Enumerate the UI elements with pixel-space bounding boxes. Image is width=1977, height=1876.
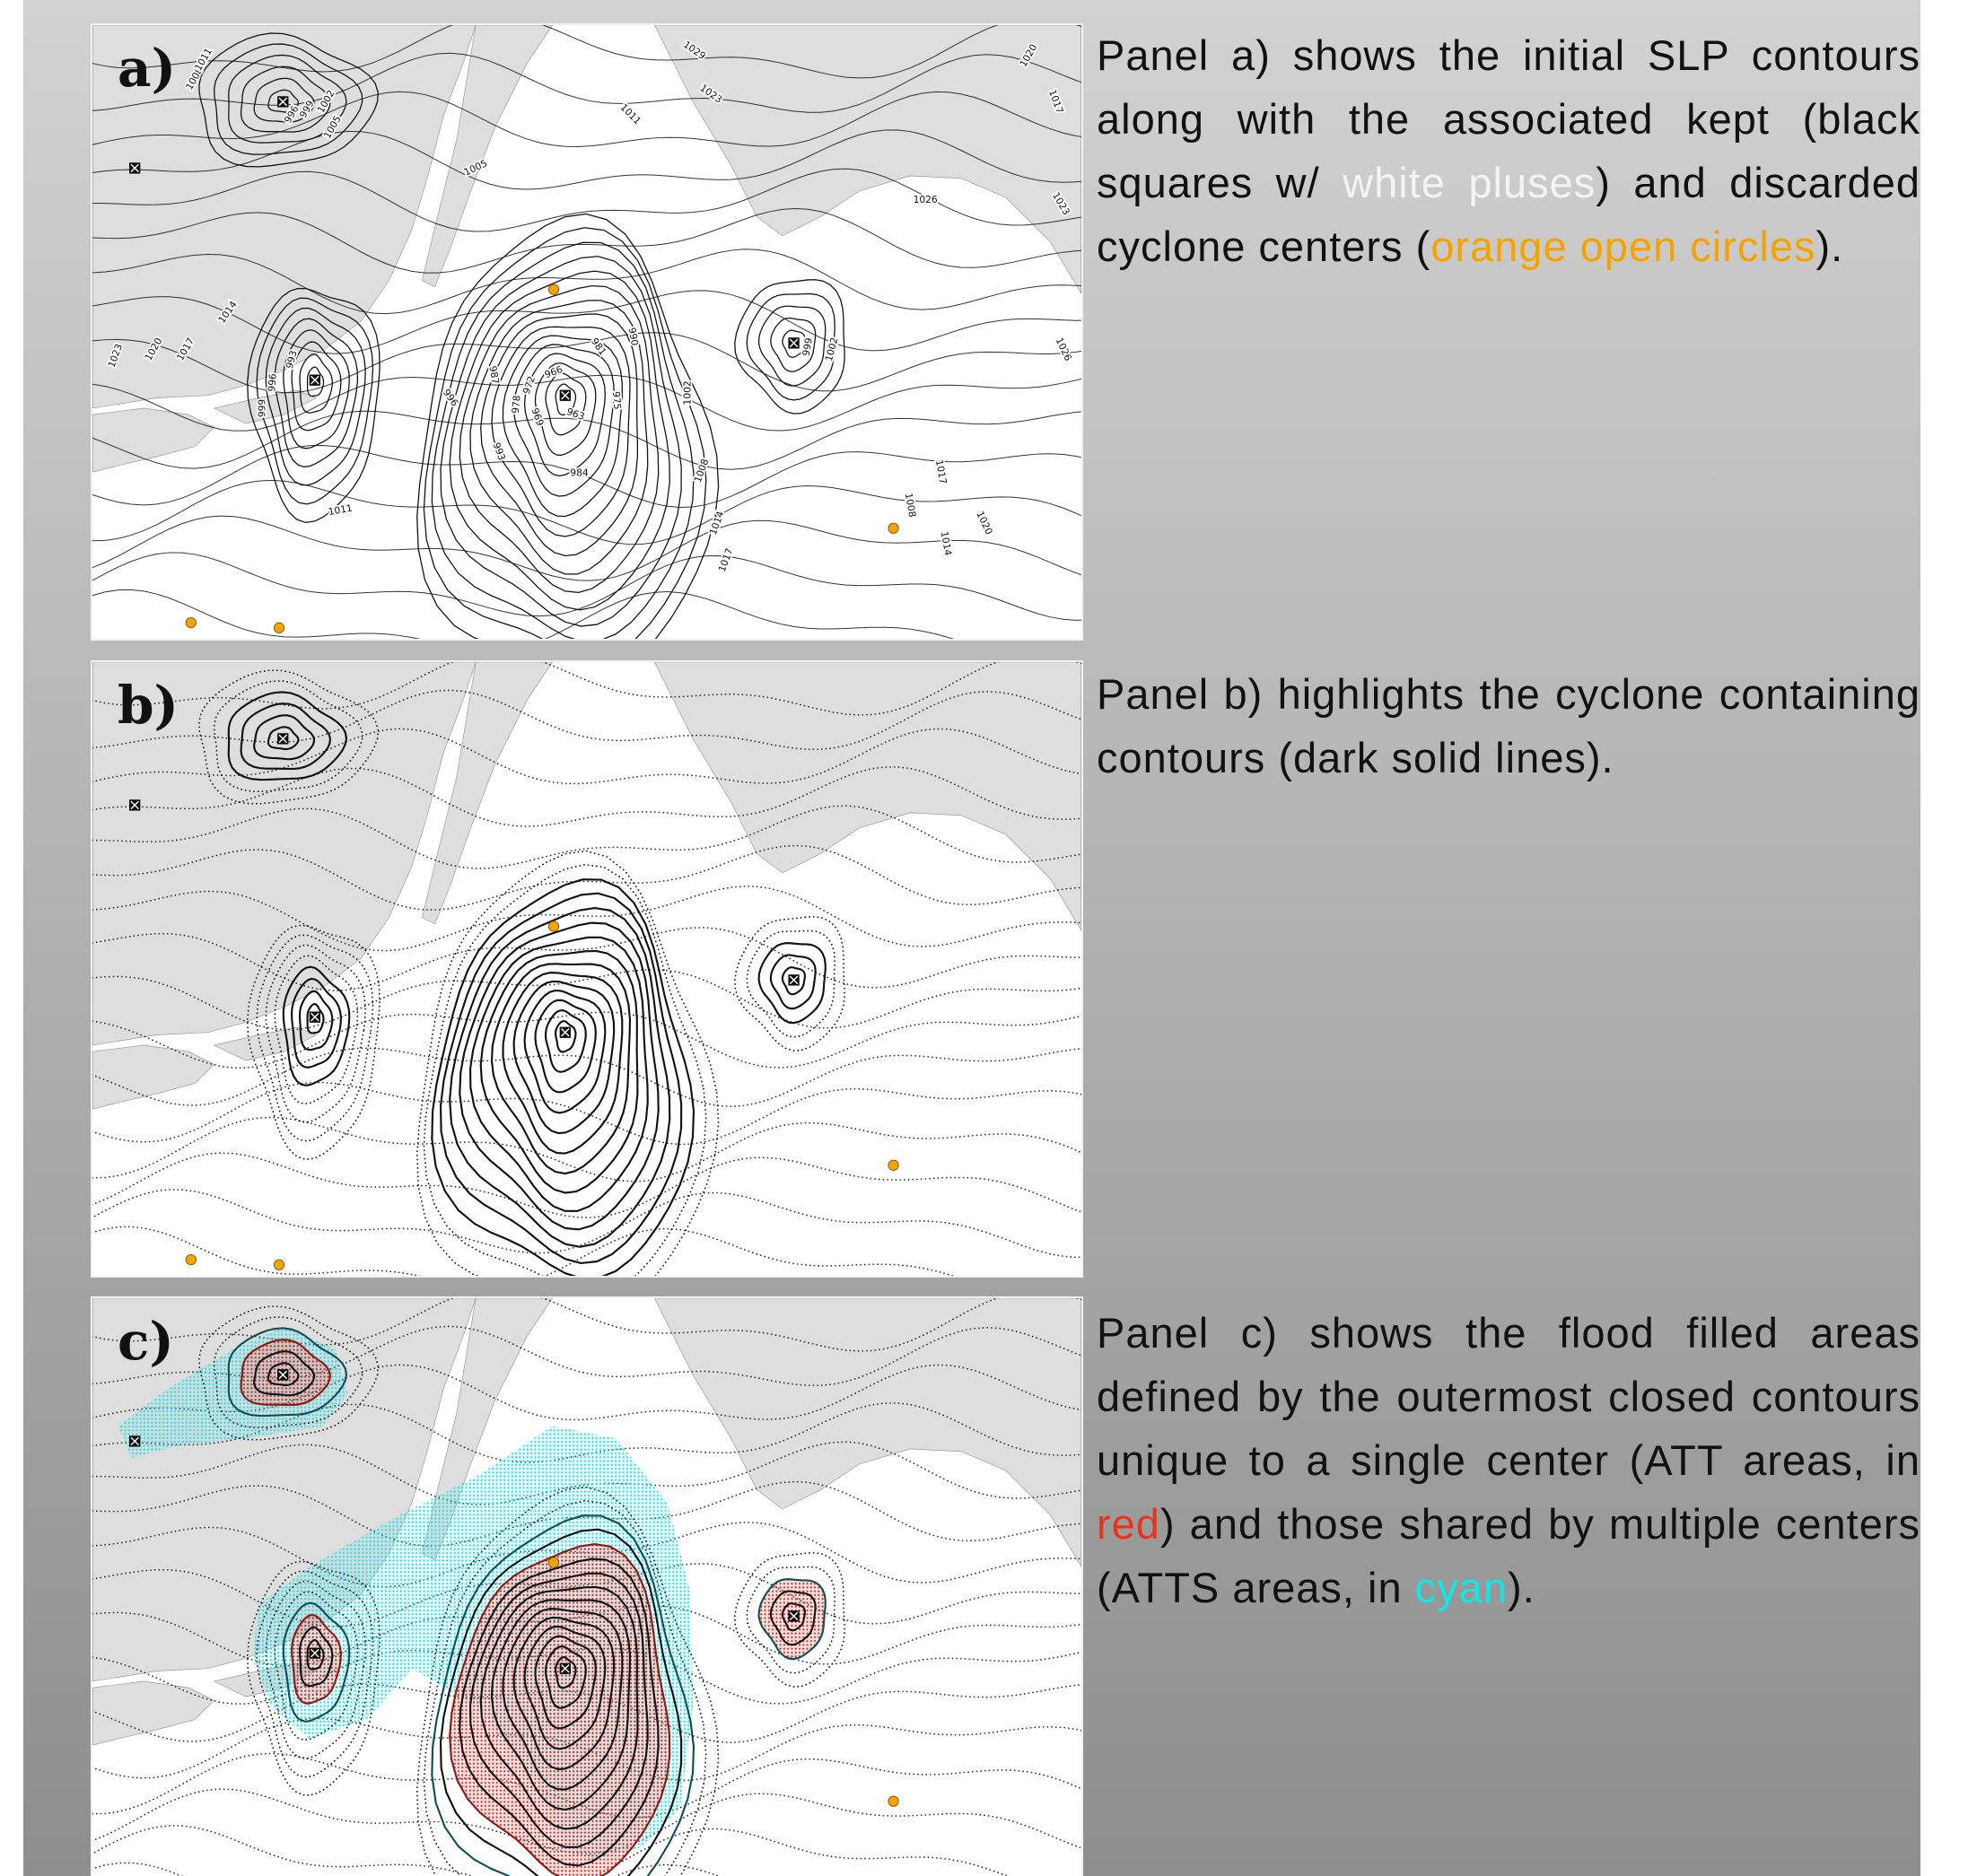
isobar: [92, 589, 1081, 641]
map-b: [92, 662, 1081, 1278]
contour-label: 993: [491, 441, 508, 462]
contour-label: 972: [520, 374, 538, 396]
isobar: [92, 1083, 1081, 1145]
contour-label: 969: [529, 406, 546, 428]
contour: [546, 373, 586, 435]
discarded-center: [274, 623, 284, 633]
panel-b: b): [91, 660, 1083, 1278]
discarded-center: [888, 1160, 898, 1170]
contour-label: 1026: [914, 194, 938, 205]
text: Panel b) highlights the cyclone containi…: [1097, 670, 1920, 781]
contour-label: 1008: [903, 493, 919, 519]
contour-label: 996: [266, 373, 279, 393]
panel-label: a): [118, 38, 176, 99]
contour-label: 1026: [1054, 336, 1074, 362]
land: [92, 1045, 214, 1109]
highlight-text: red: [1097, 1500, 1160, 1548]
text: ).: [1508, 1564, 1535, 1611]
contour: [441, 894, 681, 1263]
contour-label: 1017: [933, 459, 949, 485]
contour-label: 978: [510, 395, 523, 414]
contour-label: 1002: [681, 380, 693, 405]
map-a: 1008101199699910021005100510111029102310…: [92, 25, 1081, 641]
discarded-center: [186, 617, 196, 627]
contour-label: 987: [486, 365, 501, 385]
discarded-center: [548, 1558, 558, 1567]
contour-label: 1011: [328, 502, 354, 519]
description-b: Panel b) highlights the cyclone containi…: [1097, 662, 1920, 790]
text: Panel c) shows the flood filled areas de…: [1097, 1309, 1920, 1484]
highlight-text: white pluses: [1343, 159, 1596, 206]
discarded-center: [548, 284, 558, 294]
contour-label: 1014: [939, 530, 955, 556]
contour-label: 990: [626, 327, 641, 347]
contour-label: 1020: [974, 510, 994, 537]
discarded-center: [548, 921, 558, 931]
panel-label: c): [118, 1311, 174, 1372]
isobar: [92, 1117, 1081, 1181]
contour: [536, 363, 596, 455]
discarded-center: [888, 1796, 898, 1806]
discarded-center: [888, 523, 898, 533]
land: [654, 1298, 1080, 1566]
contour-label: 999: [256, 399, 267, 418]
contour-label: 996: [441, 387, 460, 408]
contour: [470, 938, 648, 1211]
panel-label: b): [118, 675, 179, 736]
isobar: [92, 553, 1081, 620]
contour: [546, 1010, 586, 1072]
highlight-text: cyan: [1415, 1564, 1508, 1611]
land: [92, 408, 214, 472]
contour: [450, 271, 669, 610]
land: [654, 662, 1080, 930]
contour-label: 966: [543, 363, 564, 380]
isobar: [92, 480, 1081, 544]
page: 1008101199699910021005100510111029102310…: [0, 0, 1977, 1876]
contour-label: 1011: [618, 101, 643, 127]
isobar: [92, 1226, 1081, 1278]
contour-label: 1014: [707, 510, 727, 537]
contour: [503, 336, 622, 516]
description-c: Panel c) shows the flood filled areas de…: [1097, 1301, 1920, 1619]
isobar: [92, 1190, 1081, 1257]
map-c: [92, 1298, 1081, 1876]
contour-label: 975: [610, 391, 624, 410]
text: ).: [1815, 223, 1843, 270]
description-a: Panel a) shows the initial SLP contours …: [1097, 23, 1920, 278]
panel-c: c): [91, 1296, 1083, 1876]
contour: [470, 301, 648, 574]
discarded-center: [186, 1254, 196, 1264]
contour-label: 963: [565, 406, 587, 423]
contour: [536, 1000, 596, 1092]
contour-label: 1017: [716, 546, 735, 573]
highlight-text: orange open circles: [1430, 223, 1815, 270]
discarded-center: [274, 1260, 284, 1270]
contour: [432, 242, 694, 641]
contour-label: 984: [570, 467, 589, 479]
land: [92, 1681, 214, 1745]
contour-label: 1008: [692, 457, 712, 484]
panel-a: 1008101199699910021005100510111029102310…: [91, 23, 1083, 641]
